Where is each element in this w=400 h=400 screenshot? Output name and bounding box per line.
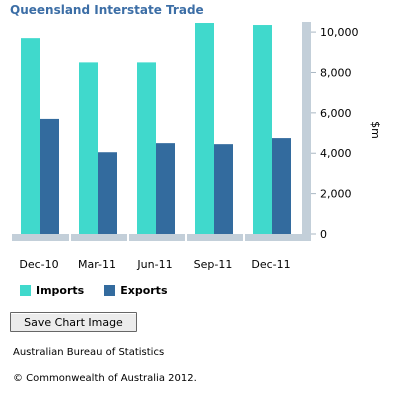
- x-axis: Dec-10 Mar-11 Jun-11 Sep-11 Dec-11: [12, 234, 302, 271]
- y-tick-label: 8,000: [320, 66, 352, 79]
- y-axis: 0 2,000 4,000 6,000 8,000 10,000 $m: [302, 22, 382, 241]
- bar-exports-jun-11: [156, 143, 175, 234]
- x-tick-label: Jun-11: [136, 258, 172, 271]
- y-tick-label: 6,000: [320, 107, 352, 120]
- bar-exports-sep-11: [214, 144, 233, 234]
- bar-imports-mar-11: [79, 62, 98, 234]
- legend-swatch-exports: [104, 285, 116, 296]
- legend-item-exports[interactable]: Exports: [104, 284, 168, 297]
- x-tick-label: Dec-10: [19, 258, 58, 271]
- bar-imports-dec-11: [253, 25, 272, 235]
- legend-item-imports[interactable]: Imports: [20, 284, 84, 297]
- y-tick-label: 10,000: [320, 26, 359, 39]
- bar-exports-dec-11: [272, 138, 291, 234]
- x-tick-label: Mar-11: [78, 258, 116, 271]
- bar-exports-mar-11: [98, 152, 117, 234]
- legend-label-exports: Exports: [120, 284, 168, 297]
- x-axis-band: [12, 234, 302, 241]
- y-axis-label: $m: [369, 121, 382, 139]
- source-text: Australian Bureau of Statistics: [13, 347, 165, 358]
- y-tick-label: 2,000: [320, 188, 352, 201]
- y-axis-band: [302, 22, 311, 241]
- save-chart-image-button[interactable]: Save Chart Image: [10, 312, 137, 332]
- legend-swatch-imports: [20, 285, 31, 296]
- bar-imports-dec-10: [21, 38, 40, 235]
- bar-group: [21, 23, 291, 235]
- legend: Imports Exports: [20, 284, 188, 297]
- bar-imports-sep-11: [195, 23, 214, 235]
- copyright-text: © Commonwealth of Australia 2012.: [13, 373, 197, 384]
- y-tick-label: 0: [320, 228, 327, 241]
- x-tick-label: Dec-11: [251, 258, 290, 271]
- y-tick-label: 4,000: [320, 147, 352, 160]
- bar-imports-jun-11: [137, 62, 156, 234]
- bar-chart: Dec-10 Mar-11 Jun-11 Sep-11 Dec-11 0 2,000 4,0…: [12, 22, 382, 271]
- chart-title: Queensland Interstate Trade: [10, 3, 204, 17]
- bar-exports-dec-10: [40, 118, 59, 234]
- x-tick-label: Sep-11: [194, 258, 233, 271]
- legend-label-imports: Imports: [36, 284, 85, 297]
